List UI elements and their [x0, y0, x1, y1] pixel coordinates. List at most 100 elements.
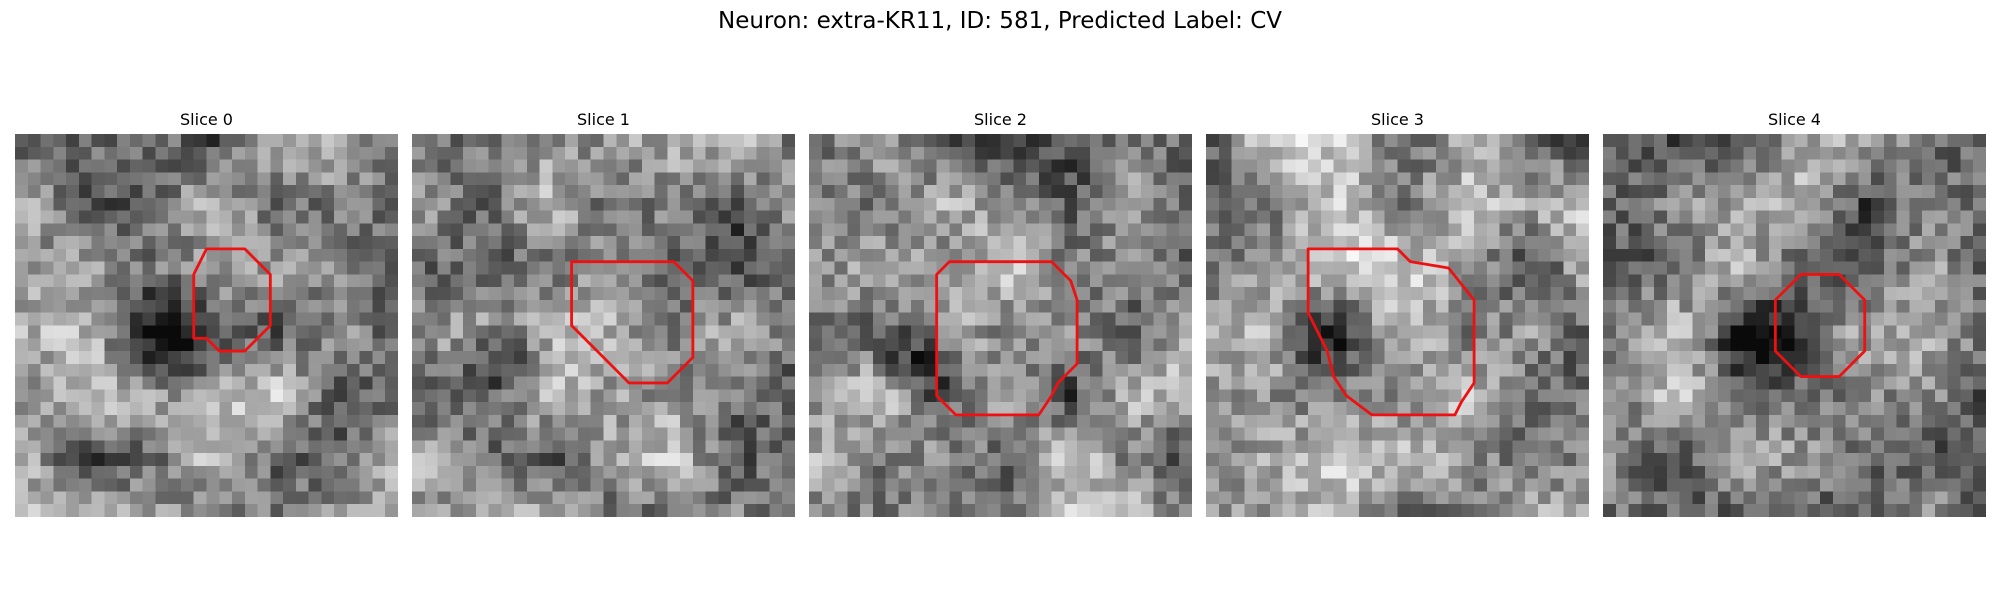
image-pixel — [283, 440, 297, 454]
image-pixel — [53, 287, 67, 301]
image-pixel — [1603, 134, 1617, 148]
image-pixel — [1537, 236, 1551, 250]
image-pixel — [206, 210, 220, 224]
image-pixel — [1435, 197, 1449, 211]
image-pixel — [346, 325, 360, 339]
image-pixel — [743, 376, 757, 390]
image-pixel — [53, 134, 67, 148]
image-pixel — [1909, 185, 1923, 199]
image-pixel — [40, 504, 54, 517]
image-pixel — [1410, 236, 1424, 250]
image-pixel — [667, 478, 681, 492]
image-pixel — [1641, 376, 1655, 390]
image-pixel — [1845, 504, 1859, 517]
image-pixel — [385, 197, 398, 211]
image-pixel — [962, 376, 976, 390]
image-pixel — [641, 159, 655, 173]
image-pixel — [1666, 185, 1680, 199]
image-pixel — [1947, 223, 1961, 237]
image-pixel — [1410, 389, 1424, 403]
image-pixel — [1499, 453, 1513, 467]
image-pixel — [1909, 338, 1923, 352]
image-pixel — [705, 427, 719, 441]
image-pixel — [1666, 223, 1680, 237]
image-pixel — [1756, 465, 1770, 479]
image-pixel — [27, 351, 41, 365]
image-pixel — [885, 172, 899, 186]
image-pixel — [475, 299, 489, 313]
image-pixel — [372, 146, 386, 160]
image-pixel — [885, 223, 899, 237]
image-pixel — [1448, 453, 1462, 467]
image-pixel — [180, 248, 194, 262]
image-pixel — [923, 427, 937, 441]
image-pixel — [577, 185, 591, 199]
image-pixel — [1909, 248, 1923, 262]
image-pixel — [244, 197, 258, 211]
image-pixel — [1461, 478, 1475, 492]
image-pixel — [1717, 338, 1731, 352]
image-pixel — [1051, 440, 1065, 454]
image-pixel — [1051, 185, 1065, 199]
image-pixel — [257, 402, 271, 416]
image-pixel — [1128, 427, 1142, 441]
image-pixel — [1359, 223, 1373, 237]
image-pixel — [654, 287, 668, 301]
image-pixel — [1423, 159, 1437, 173]
image-pixel — [1794, 376, 1808, 390]
image-pixel — [590, 287, 604, 301]
image-pixel — [872, 351, 886, 365]
image-pixel — [1947, 478, 1961, 492]
image-pixel — [270, 453, 284, 467]
image-pixel — [1807, 478, 1821, 492]
image-pixel — [1756, 146, 1770, 160]
image-pixel — [667, 248, 681, 262]
image-pixel — [1153, 261, 1167, 275]
image-pixel — [1179, 172, 1192, 186]
image-pixel — [232, 491, 246, 505]
image-pixel — [1166, 491, 1180, 505]
image-pixel — [270, 223, 284, 237]
image-pixel — [987, 478, 1001, 492]
image-pixel — [743, 414, 757, 428]
image-pixel — [40, 197, 54, 211]
image-pixel — [244, 261, 258, 275]
image-pixel — [1550, 376, 1564, 390]
image-pixel — [1179, 351, 1192, 365]
image-pixel — [1615, 453, 1629, 467]
image-pixel — [1705, 287, 1719, 301]
image-pixel — [1038, 453, 1052, 467]
image-pixel — [1371, 185, 1385, 199]
image-pixel — [1820, 312, 1834, 326]
image-pixel — [885, 414, 899, 428]
image-pixel — [1435, 504, 1449, 517]
image-pixel — [1922, 172, 1936, 186]
image-pixel — [232, 504, 246, 517]
image-pixel — [180, 325, 194, 339]
image-pixel — [731, 261, 745, 275]
image-pixel — [756, 478, 770, 492]
image-pixel — [821, 478, 835, 492]
image-pixel — [809, 491, 823, 505]
image-pixel — [1512, 491, 1526, 505]
image-pixel — [654, 274, 668, 288]
image-pixel — [1705, 172, 1719, 186]
image-pixel — [1269, 491, 1283, 505]
image-pixel — [1115, 504, 1129, 517]
image-pixel — [1257, 134, 1271, 148]
image-pixel — [1474, 478, 1488, 492]
image-pixel — [962, 261, 976, 275]
image-pixel — [552, 453, 566, 467]
image-pixel — [1038, 427, 1052, 441]
image-pixel — [641, 491, 655, 505]
image-pixel — [821, 261, 835, 275]
image-pixel — [295, 465, 309, 479]
image-pixel — [412, 312, 426, 326]
image-pixel — [1461, 465, 1475, 479]
image-pixel — [1128, 414, 1142, 428]
image-pixel — [1909, 261, 1923, 275]
image-pixel — [911, 440, 925, 454]
image-pixel — [847, 210, 861, 224]
image-pixel — [15, 312, 29, 326]
image-pixel — [1717, 427, 1731, 441]
